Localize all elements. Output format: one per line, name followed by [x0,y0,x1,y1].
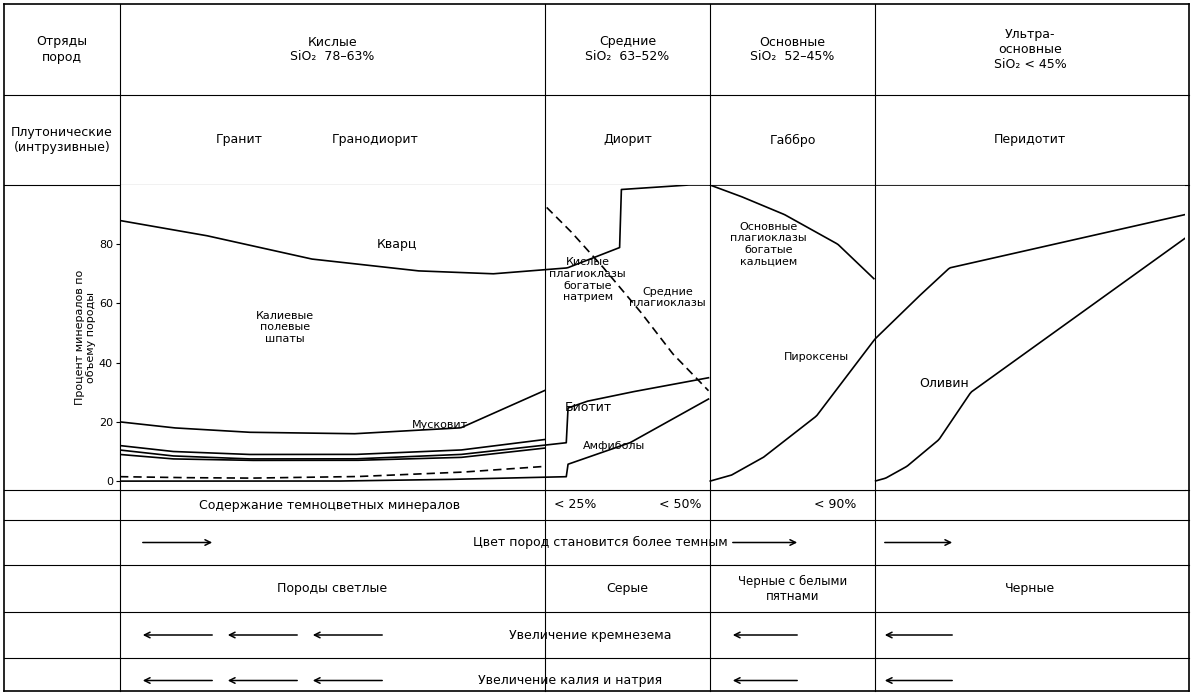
Text: Мусковит: Мусковит [412,420,468,430]
Text: Черные: Черные [1005,582,1055,595]
Text: Биотит: Биотит [565,400,612,414]
Text: Плутонические
(интрузивные): Плутонические (интрузивные) [11,126,113,154]
Text: Черные с белыми
пятнами: Черные с белыми пятнами [738,575,847,603]
Text: Ультра-
основные
SiO₂ < 45%: Ультра- основные SiO₂ < 45% [994,28,1067,71]
Text: Калиевые
полевые
шпаты: Калиевые полевые шпаты [256,311,314,344]
Text: Содержание темноцветных минералов: Содержание темноцветных минералов [199,498,460,512]
Y-axis label: Процент минералов по
объему породы: Процент минералов по объему породы [74,270,97,405]
Text: < 90%: < 90% [814,498,857,512]
Text: Средние
SiO₂  63–52%: Средние SiO₂ 63–52% [586,35,669,63]
Text: Кислые
плагиоклазы
богатые
натрием: Кислые плагиоклазы богатые натрием [549,257,626,302]
Text: Гранит: Гранит [216,133,262,147]
Text: Основные
плагиоклазы
богатые
кальцием: Основные плагиоклазы богатые кальцием [730,222,806,267]
Text: Основные
SiO₂  52–45%: Основные SiO₂ 52–45% [750,35,835,63]
Text: Средние
плагиоклазы: Средние плагиоклазы [629,287,706,309]
Text: Пироксены: Пироксены [784,352,849,362]
Text: Кварц: Кварц [377,238,418,251]
Text: Диорит: Диорит [604,133,651,147]
Text: < 50%: < 50% [659,498,701,512]
Text: Перидотит: Перидотит [994,133,1067,147]
Text: Увеличение кремнезема: Увеличение кремнезема [508,628,672,641]
Text: Отряды
пород: Отряды пород [37,35,87,63]
Text: Увеличение калия и натрия: Увеличение калия и натрия [478,674,662,687]
Text: Габбро: Габбро [769,133,816,147]
Text: Гранодиорит: Гранодиорит [332,133,419,147]
Text: Амфиболы: Амфиболы [583,441,645,450]
Text: Кислые
SiO₂  78–63%: Кислые SiO₂ 78–63% [290,35,375,63]
Text: Серые: Серые [606,582,649,595]
Text: Оливин: Оливин [920,377,969,390]
Text: Породы светлые: Породы светлые [278,582,388,595]
Text: Цвет пород становится более темным: Цвет пород становится более темным [472,536,728,549]
Text: < 25%: < 25% [554,498,596,512]
